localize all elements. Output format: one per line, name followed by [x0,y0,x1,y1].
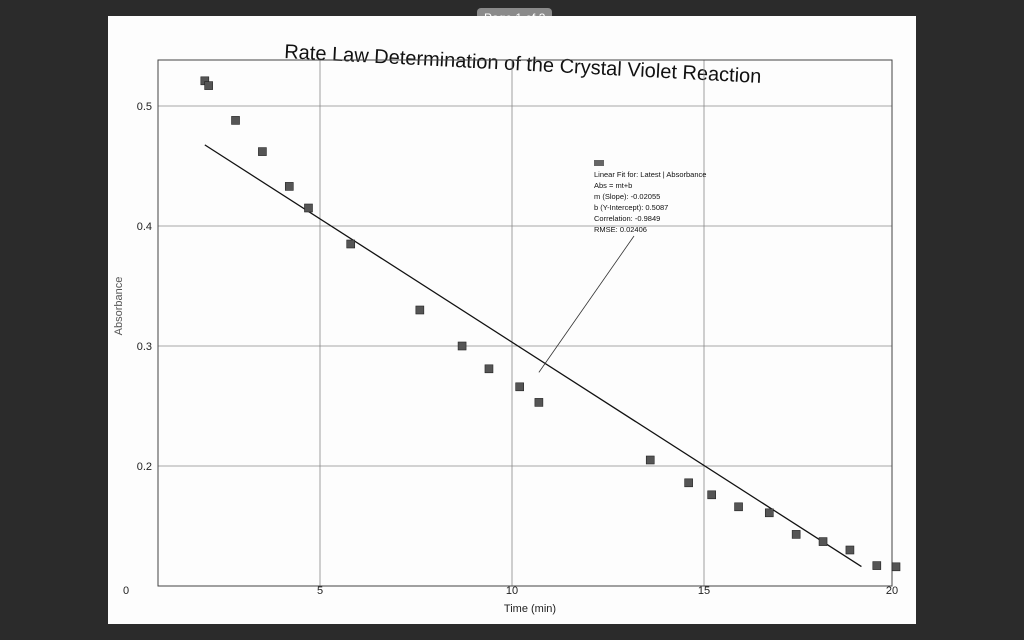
legend-line: RMSE: 0.02406 [594,225,647,234]
data-point [872,561,882,570]
legend-line: Linear Fit for: Latest | Absorbance [594,170,706,179]
data-point [645,455,655,465]
x-tick-label: 20 [886,585,898,597]
data-point [515,382,524,392]
data-point [304,203,313,213]
legend-pointer [538,235,635,373]
document-page: Rate Law Determination of the Crystal Vi… [108,16,916,624]
legend-line: m (Slope): -0.02055 [594,192,660,201]
scatter-chart: Rate Law Determination of the Crystal Vi… [113,41,901,615]
data-point [284,182,294,191]
x-tick-label: 10 [506,585,518,597]
y-tick-label: 0.2 [137,461,152,473]
x-axis-label: Time (min) [504,603,556,615]
y-tick-label: 0.4 [137,221,152,233]
data-point [845,545,855,555]
data-point [484,364,494,374]
data-point [204,81,213,90]
data-points [200,76,901,572]
legend-line: b (Y-Intercept): 0.5087 [594,203,668,212]
x-tick-label: 15 [698,585,710,597]
x-tick-label: 5 [317,585,323,597]
data-point [534,398,544,407]
data-point [684,478,693,488]
plot-frame [157,59,893,587]
gridlines [158,60,892,586]
data-point [734,502,743,512]
chart-title: Rate Law Determination of the Crystal Vi… [284,41,762,88]
y-axis-label: Absorbance [113,277,125,336]
data-point [415,305,425,315]
data-point [818,537,828,546]
fit-line [204,144,862,568]
legend-line: Correlation: -0.9849 [594,214,660,223]
legend-marker-icon [594,160,604,166]
x-tick-label: 0 [123,585,129,597]
data-point [891,562,901,572]
data-point [791,530,801,539]
tick-labels: 0.2 0.3 0.4 0.5 0 5 10 15 20 [123,101,898,597]
data-point [231,116,240,125]
linear-fit-line [204,144,862,568]
data-point [457,341,467,351]
y-tick-label: 0.3 [137,341,152,353]
plot-border [157,59,893,587]
data-point [707,490,716,500]
legend-line: Abs = mt+b [594,181,632,190]
data-point [346,239,356,249]
data-point [764,508,774,518]
data-point [258,147,267,156]
fit-legend: Linear Fit for: Latest | Absorbance Abs =… [538,160,706,373]
y-tick-label: 0.5 [137,101,152,113]
